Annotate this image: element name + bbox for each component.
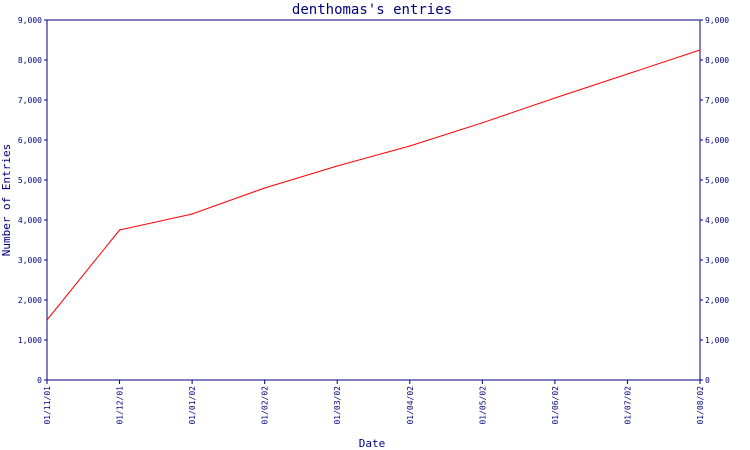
left-y-tick-label: 2,000 bbox=[18, 296, 42, 305]
data-point bbox=[264, 187, 266, 189]
x-tick-label: 01/04/02 bbox=[406, 386, 415, 425]
data-point bbox=[118, 229, 121, 231]
data-point bbox=[336, 165, 338, 167]
right-y-axis: 0 1,000 2,000 3,000 4,000 5,000 6,000 7,000 8,00… bbox=[700, 16, 729, 385]
left-y-tick-label: 9,000 bbox=[18, 16, 42, 25]
x-tick-label: 01/02/02 bbox=[261, 386, 270, 425]
right-y-tick-label: 1,000 bbox=[705, 336, 729, 345]
chart-title: denthomas's entries bbox=[292, 2, 452, 18]
left-y-tick-label: 6,000 bbox=[18, 136, 42, 145]
left-y-tick-label: 0 bbox=[37, 376, 42, 385]
right-y-tick-label: 6,000 bbox=[705, 136, 729, 145]
plot-area-frame bbox=[46, 19, 701, 381]
x-tick-label: 01/05/02 bbox=[478, 386, 487, 425]
right-y-tick-label: 3,000 bbox=[705, 256, 729, 265]
right-y-tick-label: 5,000 bbox=[705, 176, 729, 185]
left-y-tick-label: 3,000 bbox=[18, 256, 42, 265]
left-y-tick-label: 7,000 bbox=[18, 96, 42, 105]
left-y-tick-label: 5,000 bbox=[18, 176, 42, 185]
left-y-tick-label: 1,000 bbox=[18, 336, 42, 345]
data-point bbox=[626, 73, 629, 75]
x-tick-label: 01/07/02 bbox=[623, 386, 632, 425]
series-line bbox=[46, 49, 701, 321]
right-y-tick-label: 0 bbox=[705, 376, 710, 385]
right-y-tick-label: 8,000 bbox=[705, 56, 729, 65]
right-y-tick-label: 9,000 bbox=[705, 16, 729, 25]
left-y-tick-label: 4,000 bbox=[18, 216, 42, 225]
data-point bbox=[481, 122, 483, 124]
data-point bbox=[46, 319, 48, 321]
x-axis: 01/11/01 01/12/01 01/01/02 01/02/02 01/03/02… bbox=[43, 380, 705, 425]
right-y-tick-label: 2,000 bbox=[705, 296, 729, 305]
y-axis-title: Number of Entries bbox=[0, 144, 13, 257]
data-point bbox=[409, 145, 411, 147]
x-tick-label: 01/08/02 bbox=[696, 386, 705, 425]
x-tick-label: 01/03/02 bbox=[333, 386, 342, 425]
left-y-axis: 0 1,000 2,000 3,000 4,000 5,000 6,000 7,000 8,00… bbox=[18, 16, 47, 385]
x-axis-title: Date bbox=[359, 437, 386, 450]
left-y-tick-label: 8,000 bbox=[18, 56, 42, 65]
data-point bbox=[554, 97, 556, 99]
series-layer bbox=[46, 49, 701, 321]
x-tick-label: 01/11/01 bbox=[43, 386, 52, 425]
x-tick-label: 01/06/02 bbox=[551, 386, 560, 425]
x-tick-label: 01/01/02 bbox=[188, 386, 197, 425]
right-y-tick-label: 7,000 bbox=[705, 96, 729, 105]
x-tick-label: 01/12/01 bbox=[116, 386, 125, 425]
data-point bbox=[191, 213, 193, 215]
data-point bbox=[699, 49, 701, 51]
right-y-tick-label: 4,000 bbox=[705, 216, 729, 225]
